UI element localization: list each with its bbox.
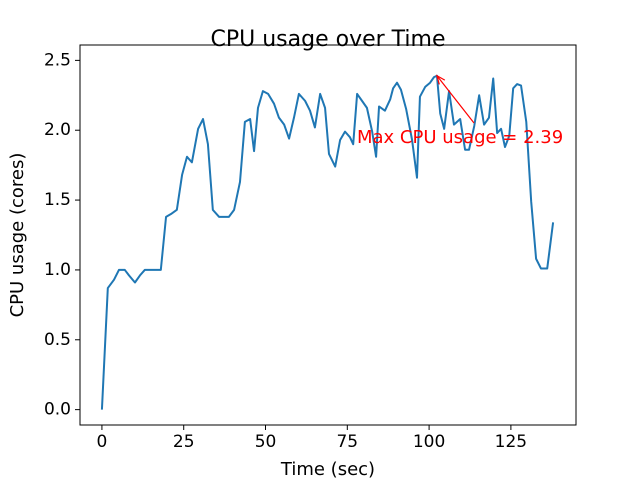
x-axis-label: Time (sec) — [280, 459, 375, 480]
x-tick-label: 50 — [255, 432, 277, 452]
x-tick-label: 100 — [413, 432, 445, 452]
x-tick-label: 25 — [173, 432, 195, 452]
axes-frame — [79, 44, 577, 426]
y-tick-label: 0.5 — [44, 330, 71, 350]
annotation-text: Max CPU usage = 2.39 — [357, 127, 563, 148]
data-line — [100, 74, 555, 410]
y-tick-label: 0.0 — [44, 400, 71, 420]
annotation-arrow — [436, 75, 475, 124]
annotation-arrowhead — [435, 74, 446, 85]
x-tick-label: 0 — [97, 432, 108, 452]
y-tick-label: 1.0 — [44, 260, 71, 280]
y-axis-label: CPU usage (cores) — [7, 153, 28, 318]
y-tick-label: 1.5 — [44, 190, 71, 210]
y-tick-label: 2.0 — [44, 120, 71, 140]
chart-title: CPU usage over Time — [211, 27, 446, 52]
x-tick-label: 75 — [336, 432, 358, 452]
y-tick-label: 2.5 — [44, 50, 71, 70]
x-tick-label: 125 — [495, 432, 527, 452]
